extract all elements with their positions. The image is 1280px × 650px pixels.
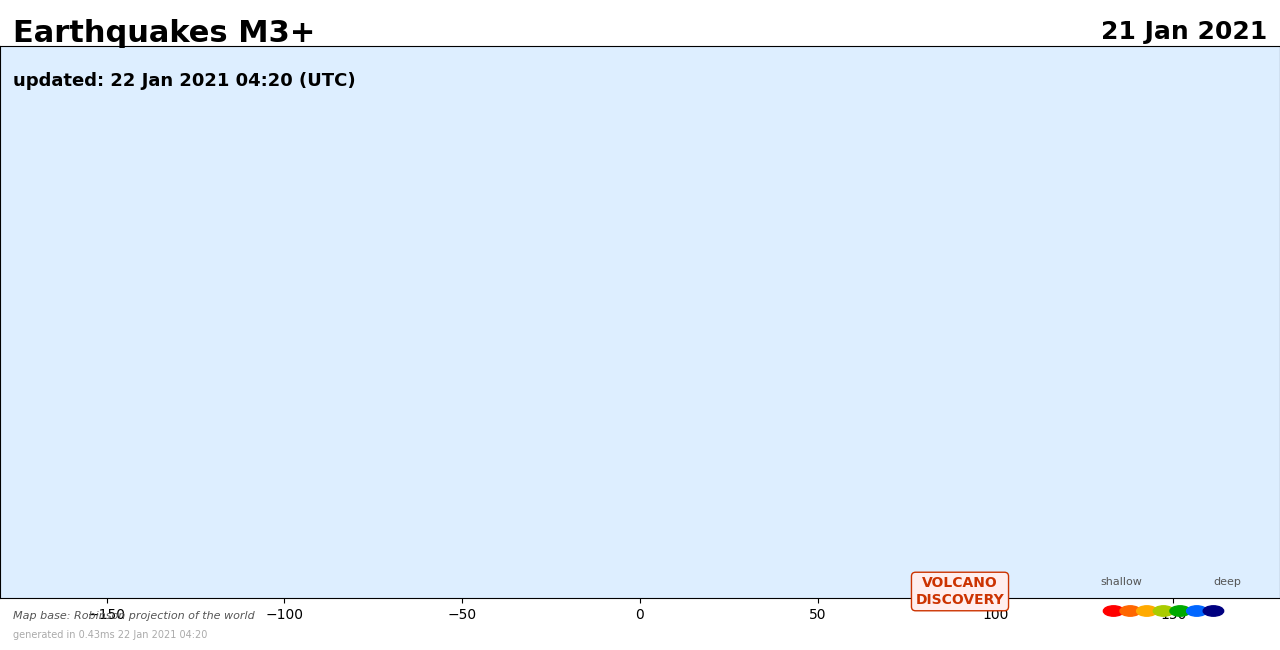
Text: shallow: shallow — [1101, 577, 1143, 587]
Text: Earthquakes M3+: Earthquakes M3+ — [13, 20, 315, 49]
Text: generated in 0.43ms 22 Jan 2021 04:20: generated in 0.43ms 22 Jan 2021 04:20 — [13, 630, 207, 640]
Text: updated: 22 Jan 2021 04:20 (UTC): updated: 22 Jan 2021 04:20 (UTC) — [13, 72, 356, 90]
Text: 21 Jan 2021: 21 Jan 2021 — [1101, 20, 1267, 44]
Text: Map base: Robinson projection of the world: Map base: Robinson projection of the wor… — [13, 611, 255, 621]
Text: deep: deep — [1213, 577, 1242, 587]
Text: VOLCANO
DISCOVERY: VOLCANO DISCOVERY — [915, 577, 1005, 606]
